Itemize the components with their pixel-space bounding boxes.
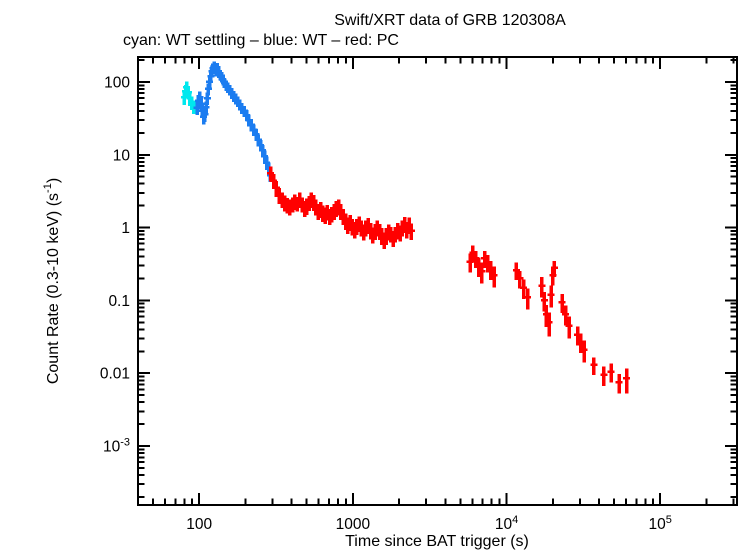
y-tick-label: 0.1 xyxy=(108,293,130,310)
y-tick-label: 100 xyxy=(104,74,130,91)
x-tick-label: 104 xyxy=(495,514,518,533)
chart-subtitle-legend: cyan: WT settling – blue: WT – red: PC xyxy=(123,32,399,49)
x-tick-label: 100 xyxy=(186,516,212,533)
data-series xyxy=(180,61,631,394)
series-wt-settling xyxy=(180,81,198,115)
y-tick-label: 10-3 xyxy=(103,437,130,456)
x-tick-label: 105 xyxy=(649,514,672,533)
tick-labels: 100 1000 104 105 100 10 1 0.1 0.01 10-3 xyxy=(100,74,672,533)
plot-frame xyxy=(137,56,738,506)
chart-title: Swift/XRT data of GRB 120308A xyxy=(334,12,566,29)
x-tick-label: 1000 xyxy=(336,516,371,533)
y-tick-label: 0.01 xyxy=(100,366,130,383)
y-axis-ticks xyxy=(138,59,737,498)
x-axis-ticks xyxy=(151,57,735,505)
series-pc xyxy=(267,166,631,394)
x-axis-label: Time since BAT trigger (s) xyxy=(345,533,529,550)
series-wt xyxy=(193,61,274,183)
y-axis-label: Count Rate (0.3-10 keV) (s-1) xyxy=(42,178,62,384)
y-tick-label: 10 xyxy=(113,147,131,164)
y-tick-label: 1 xyxy=(121,220,130,237)
